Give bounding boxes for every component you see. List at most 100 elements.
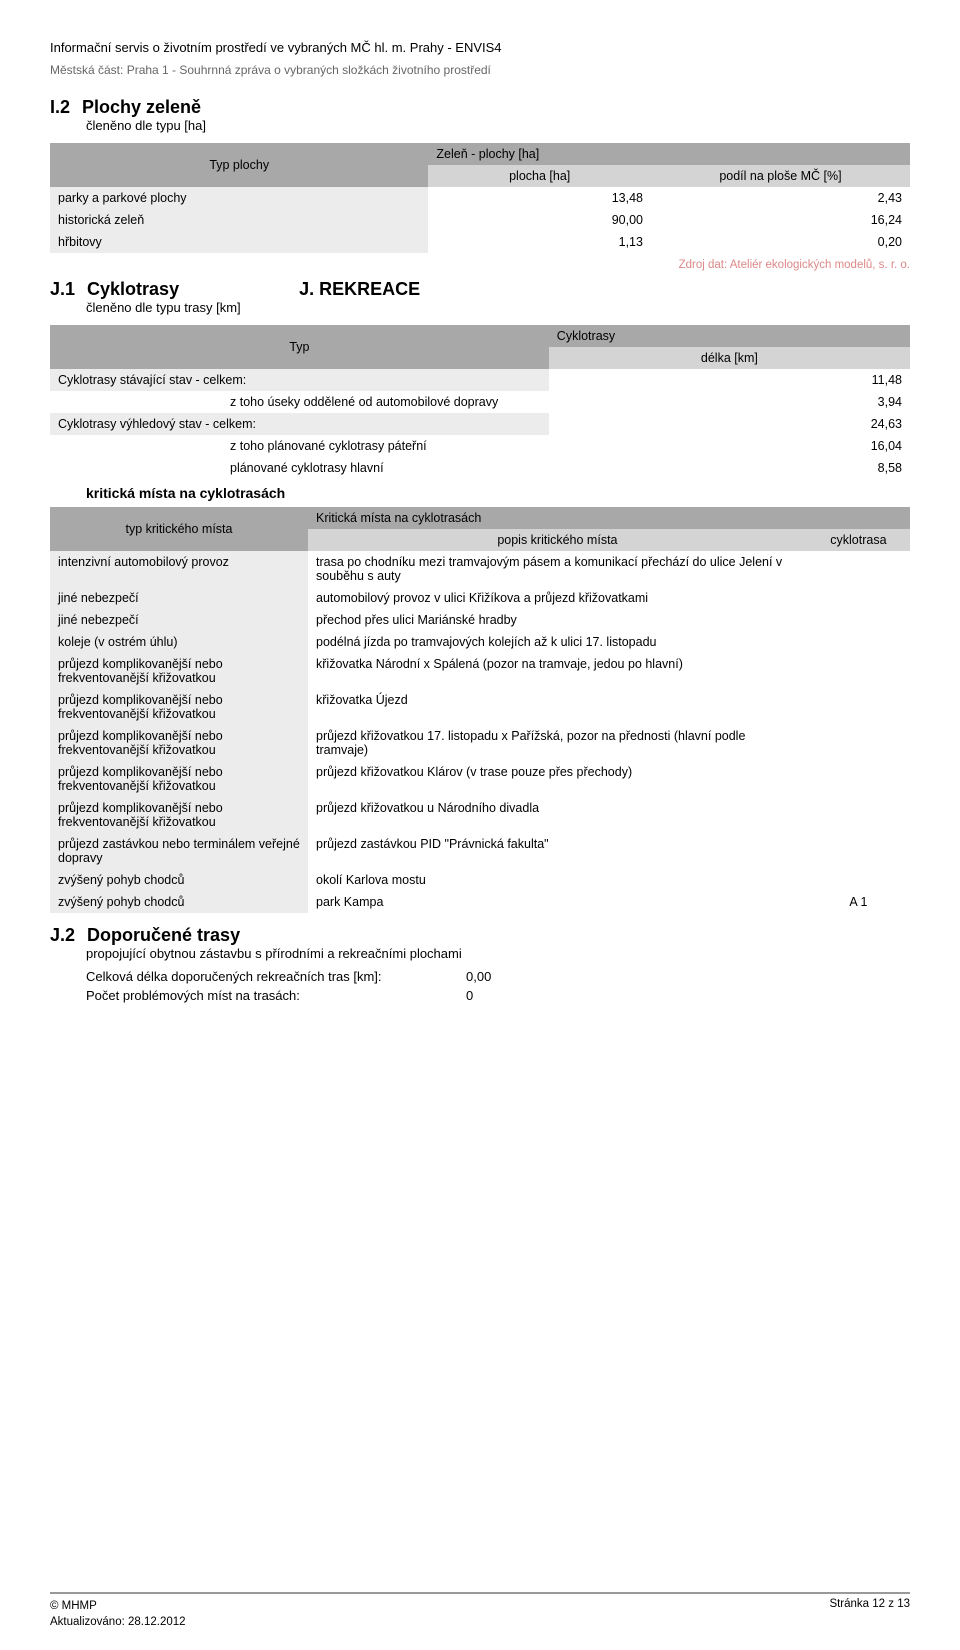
krit-cyklo <box>807 833 910 869</box>
table-row: zvýšený pohyb chodcůokolí Karlova mostu <box>50 869 910 891</box>
section-i2-name: Plochy zeleně <box>82 97 201 117</box>
row-v1: 13,48 <box>428 187 651 209</box>
krit-type: intenzivní automobilový provoz <box>50 551 308 587</box>
page-footer: © MHMP Aktualizováno: 28.12.2012 Stránka… <box>50 1592 910 1630</box>
krit-desc: průjezd křižovatkou Klárov (v trase pouz… <box>308 761 807 797</box>
section-j2-name: Doporučené trasy <box>87 925 240 945</box>
table-row: historická zeleň90,0016,24 <box>50 209 910 231</box>
krit-desc: okolí Karlova mostu <box>308 869 807 891</box>
krit-cyklo <box>807 631 910 653</box>
krit-type: průjezd komplikovanější nebo frekventova… <box>50 653 308 689</box>
krit-cyklo <box>807 551 910 587</box>
krit-type: průjezd zastávkou nebo terminálem veřejn… <box>50 833 308 869</box>
krit-cyklo <box>807 761 910 797</box>
row-label: historická zeleň <box>50 209 428 231</box>
krit-heading: kritická místa na cyklotrasách <box>86 485 910 501</box>
table-row: průjezd zastávkou nebo terminálem veřejn… <box>50 833 910 869</box>
krit-desc: křižovatka Národní x Spálená (pozor na t… <box>308 653 807 689</box>
krit-type: jiné nebezpečí <box>50 609 308 631</box>
row-label: plánované cyklotrasy hlavní <box>50 457 549 479</box>
header-line2: Městská část: Praha 1 - Souhrnná zpráva … <box>50 63 910 77</box>
row-val: 16,04 <box>549 435 910 457</box>
table-row: koleje (v ostrém úhlu)podélná jízda po t… <box>50 631 910 653</box>
cyklo-year-header: Bilanční rok: 2011 <box>691 325 911 347</box>
krit-top-right-header: Kritická místa na cyklotrasách Bilanční … <box>308 507 910 529</box>
table-row: Cyklotrasy výhledový stav - celkem:24,63 <box>50 413 910 435</box>
krit-cyklo <box>807 797 910 833</box>
typ-plochy-header: Typ plochy <box>50 143 428 187</box>
krit-type: průjezd komplikovanější nebo frekventova… <box>50 797 308 833</box>
j2-stat1-val: 0,00 <box>466 969 491 984</box>
row-v1: 90,00 <box>428 209 651 231</box>
section-j1-name: Cyklotrasy <box>87 279 179 299</box>
krit-desc: automobilový provoz v ulici Křižíkova a … <box>308 587 807 609</box>
row-v1: 1,13 <box>428 231 651 253</box>
typ-krit-header: typ kritického místa <box>50 507 308 551</box>
section-j2-subtitle: propojující obytnou zástavbu s přírodním… <box>86 946 910 961</box>
plocha-header: plocha [ha] <box>428 165 651 187</box>
footer-updated: Aktualizováno: 28.12.2012 <box>50 1614 186 1630</box>
table-row: z toho plánované cyklotrasy páteřní16,04 <box>50 435 910 457</box>
krit-desc: průjezd křižovatkou u Národního divadla <box>308 797 807 833</box>
j2-stat2-val: 0 <box>466 988 473 1003</box>
row-label: z toho plánované cyklotrasy páteřní <box>50 435 549 457</box>
zelene-plochy-table: Typ plochy Zeleň - plochy [ha] Bilanční … <box>50 143 910 253</box>
table-row: průjezd komplikovanější nebo frekventova… <box>50 689 910 725</box>
j2-stat1: Celková délka doporučených rekreačních t… <box>86 969 910 984</box>
table-row: Cyklotrasy stávající stav - celkem:11,48 <box>50 369 910 391</box>
section-i2-subtitle: členěno dle typu [ha] <box>86 118 910 133</box>
krit-cyklo: A 1 <box>807 891 910 913</box>
row-v2: 2,43 <box>651 187 910 209</box>
krit-cyklo <box>807 725 910 761</box>
podil-header: podíl na ploše MČ [%] <box>651 165 910 187</box>
krit-type: průjezd komplikovanější nebo frekventova… <box>50 725 308 761</box>
krit-desc: křižovatka Újezd <box>308 689 807 725</box>
table-row: průjezd komplikovanější nebo frekventova… <box>50 797 910 833</box>
section-i2-title: I.2 Plochy zeleně <box>50 97 910 118</box>
section-j1-subtitle: členěno dle typu trasy [km] <box>86 300 910 315</box>
krit-desc: průjezd křižovatkou 17. listopadu x Paří… <box>308 725 807 761</box>
row-val: 24,63 <box>549 413 910 435</box>
row-val: 3,94 <box>549 391 910 413</box>
krit-cyklo <box>807 609 910 631</box>
zelene-source: Zdroj dat: Ateliér ekologických modelů, … <box>50 259 910 271</box>
table-row: jiné nebezpečíautomobilový provoz v ulic… <box>50 587 910 609</box>
section-j2-title: J.2Doporučené trasy <box>50 925 910 946</box>
krit-desc: park Kampa <box>308 891 807 913</box>
krit-cyklo <box>807 689 910 725</box>
zelene-plochy-header: Zeleň - plochy [ha] <box>428 143 651 165</box>
popis-header: popis kritického místa <box>308 529 807 551</box>
krit-top-right-label: Kritická místa na cyklotrasách <box>316 511 481 525</box>
section-j1-title: J.1Cyklotrasy <box>50 279 179 300</box>
krit-desc: přechod přes ulici Mariánské hradby <box>308 609 807 631</box>
krit-type: jiné nebezpečí <box>50 587 308 609</box>
zelene-year-header: Bilanční rok: 2011 <box>651 143 910 165</box>
table-row: průjezd komplikovanější nebo frekventova… <box>50 725 910 761</box>
row-val: 11,48 <box>549 369 910 391</box>
krit-type: zvýšený pohyb chodců <box>50 869 308 891</box>
cyklo-col-header: cyklotrasa <box>807 529 910 551</box>
table-row: parky a parkové plochy13,482,43 <box>50 187 910 209</box>
footer-copy: © MHMP <box>50 1598 186 1614</box>
j2-stat2-label: Počet problémových míst na trasách: <box>86 988 466 1003</box>
table-row: průjezd komplikovanější nebo frekventova… <box>50 761 910 797</box>
rekreace-heading: J. REKREACE <box>299 279 420 300</box>
row-v2: 16,24 <box>651 209 910 231</box>
row-label: z toho úseky oddělené od automobilové do… <box>50 391 549 413</box>
table-row: zvýšený pohyb chodcůpark KampaA 1 <box>50 891 910 913</box>
krit-cyklo <box>807 869 910 891</box>
section-i2-num: I.2 <box>50 97 70 117</box>
table-row: z toho úseky oddělené od automobilové do… <box>50 391 910 413</box>
footer-page: Stránka 12 z 13 <box>829 1598 910 1630</box>
krit-type: průjezd komplikovanější nebo frekventova… <box>50 689 308 725</box>
krit-desc: podélná jízda po tramvajových kolejích a… <box>308 631 807 653</box>
row-label: parky a parkové plochy <box>50 187 428 209</box>
krit-table: typ kritického místa Kritická místa na c… <box>50 507 910 913</box>
cyklo-header: Cyklotrasy <box>549 325 691 347</box>
krit-cyklo <box>807 653 910 689</box>
row-val: 8,58 <box>549 457 910 479</box>
j2-stat1-label: Celková délka doporučených rekreačních t… <box>86 969 466 984</box>
krit-type: koleje (v ostrém úhlu) <box>50 631 308 653</box>
table-row: plánované cyklotrasy hlavní8,58 <box>50 457 910 479</box>
table-row: intenzivní automobilový provoztrasa po c… <box>50 551 910 587</box>
